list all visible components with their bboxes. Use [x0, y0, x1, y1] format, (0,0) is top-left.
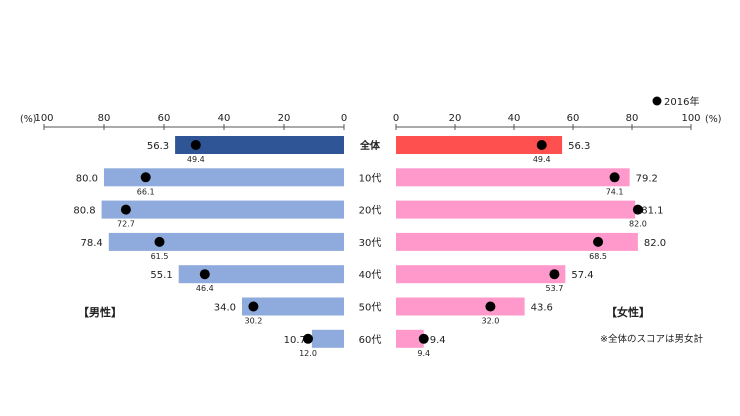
- male-value-label: 78.4: [81, 238, 103, 249]
- category-label: 30代: [359, 237, 382, 249]
- female-2016-marker: [593, 236, 604, 247]
- female-tick-label: 60: [567, 113, 580, 124]
- female-2016-label: 68.5: [589, 252, 607, 261]
- category-label: 40代: [359, 269, 382, 281]
- male-bar: [175, 136, 344, 154]
- female-2016-marker: [485, 301, 496, 312]
- female-tick-label: 0: [393, 113, 399, 124]
- female-value-label: 9.4: [430, 335, 446, 346]
- female-tick-group: 0 20 40 60 80 100: [393, 113, 701, 130]
- female-tick-label: 100: [681, 113, 700, 124]
- male-2016-label: 12.0: [299, 349, 317, 358]
- male-value-label: 34.0: [214, 303, 236, 314]
- male-bar: [242, 297, 344, 316]
- female-2016-label: 82.0: [629, 220, 647, 229]
- male-2016-marker: [199, 269, 210, 280]
- male-2016-marker: [303, 333, 313, 344]
- female-2016-label: 32.0: [481, 317, 499, 326]
- legend-label: 2016年: [664, 95, 699, 108]
- category-label: 50代: [359, 302, 382, 314]
- male-value-label: 55.1: [150, 270, 172, 281]
- female-tick-label: 20: [449, 113, 462, 124]
- male-label: 【男性】: [78, 305, 122, 319]
- male-bar: [178, 265, 344, 284]
- male-2016-marker: [190, 140, 201, 150]
- male-2016-label: 61.5: [151, 252, 169, 261]
- female-bar: [396, 168, 630, 187]
- female-value-label: 82.0: [644, 238, 666, 249]
- male-tick-label: 100: [34, 113, 53, 124]
- female-label: 【女性】: [606, 305, 650, 319]
- female-bar: [396, 329, 424, 348]
- female-bar: [396, 265, 566, 284]
- female-2016-label: 9.4: [417, 349, 430, 358]
- female-2016-marker: [609, 172, 620, 183]
- female-bar: [396, 297, 525, 316]
- female-tick-label: 80: [626, 113, 639, 124]
- male-bar: [104, 168, 344, 187]
- female-2016-marker: [536, 140, 547, 150]
- male-2016-marker: [140, 172, 151, 183]
- male-value-label: 80.0: [76, 173, 98, 184]
- legend: 2016年: [652, 95, 699, 108]
- male-percent-unit: (%): [20, 114, 36, 125]
- female-value-label: 81.1: [641, 206, 663, 217]
- male-2016-marker: [154, 236, 165, 247]
- male-tick-group: 100 80 60 40 20 0: [34, 113, 347, 130]
- male-value-label: 80.8: [73, 206, 95, 217]
- male-tick-label: 40: [218, 113, 231, 124]
- category-label: 全体: [359, 139, 381, 152]
- male-bars: 56.3 49.4 80.0 66.1 80.8 72.7 78.4 61.5 55.1 46.4…: [73, 136, 344, 358]
- female-2016-marker: [632, 204, 643, 215]
- male-bar: [108, 232, 344, 251]
- male-value-label: 56.3: [147, 141, 169, 152]
- male-value-label: 10.7: [284, 335, 306, 346]
- male-2016-label: 30.2: [244, 317, 262, 326]
- male-tick-label: 0: [341, 113, 347, 124]
- category-label: 20代: [359, 205, 382, 217]
- male-2016-label: 49.4: [187, 155, 205, 164]
- male-2016-label: 72.7: [117, 220, 135, 229]
- male-bar: [311, 329, 344, 348]
- male-2016-label: 46.4: [196, 284, 214, 293]
- female-value-label: 56.3: [568, 141, 590, 152]
- female-bar: [396, 200, 636, 219]
- male-tick-label: 80: [98, 113, 111, 124]
- category-label: 10代: [359, 172, 382, 184]
- male-2016-marker: [120, 204, 131, 215]
- female-value-label: 43.6: [531, 303, 553, 314]
- female-bar: [396, 136, 563, 154]
- female-2016-label: 74.1: [606, 187, 624, 196]
- legend-marker-icon: [652, 96, 662, 106]
- male-axis: (%) 100 80 60 40 20 0: [20, 113, 347, 130]
- female-2016-label: 53.7: [546, 284, 564, 293]
- footnote: ※全体のスコアは男女計: [600, 333, 703, 345]
- female-2016-marker: [418, 333, 429, 344]
- female-2016-label: 49.4: [533, 155, 551, 164]
- female-percent-unit: (%): [705, 114, 721, 125]
- male-2016-label: 66.1: [137, 187, 155, 196]
- male-tick-label: 60: [158, 113, 171, 124]
- female-bar: [396, 232, 638, 251]
- female-tick-label: 40: [508, 113, 521, 124]
- female-axis: (%) 0 20 40 60 80 100: [393, 113, 721, 130]
- male-bar: [101, 200, 344, 219]
- female-2016-marker: [549, 269, 560, 280]
- male-2016-marker: [248, 301, 259, 312]
- category-label: 60代: [359, 334, 382, 346]
- female-bars: 56.3 49.4 79.2 74.1 81.1 82.0 82.0 68.5 57.4 53.7…: [396, 136, 666, 358]
- category-labels: 全体 10代 20代 30代 40代 50代 60代: [359, 139, 382, 346]
- female-value-label: 79.2: [636, 173, 658, 184]
- female-value-label: 57.4: [571, 270, 593, 281]
- male-tick-label: 20: [278, 113, 291, 124]
